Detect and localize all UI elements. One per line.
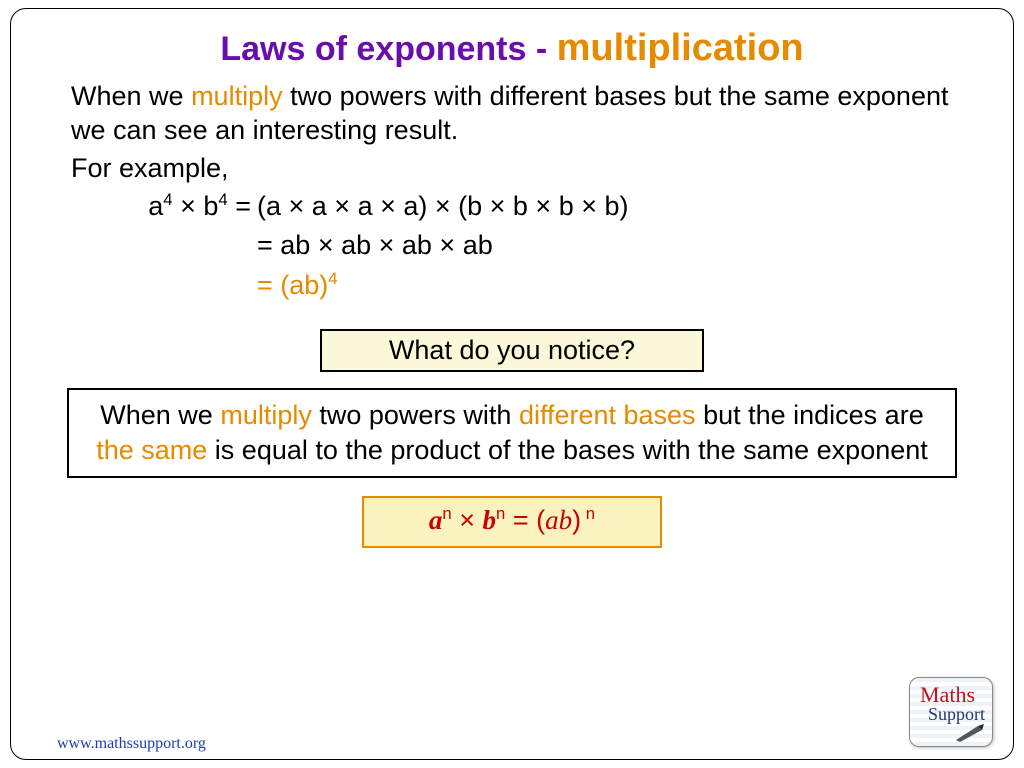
math-row-1: a4 × b4 = (a × a × a × a) × (b × b × b ×… [101, 187, 983, 226]
step2-text: ab × ab × ab × ab [280, 230, 492, 260]
rule-hl3: the same [96, 435, 207, 465]
exp-a: 4 [163, 190, 172, 209]
formula-times: × [452, 505, 483, 535]
question-box: What do you notice? [320, 329, 704, 372]
slide-title: Laws of exponents - multiplication [41, 27, 983, 70]
slide-frame: Laws of exponents - multiplication When … [10, 8, 1014, 760]
equals-2: = [257, 230, 280, 260]
intro-highlight: multiply [191, 81, 283, 111]
formula-a: a [429, 505, 443, 535]
rule-p3: but the indices are [696, 400, 924, 430]
example-label: For example, [71, 152, 953, 186]
footer-url: www.mathssupport.org [57, 735, 206, 753]
base-a: a [148, 191, 163, 221]
pen-icon [954, 722, 986, 742]
worked-example: a4 × b4 = (a × a × a × a) × (b × b × b ×… [101, 187, 983, 304]
question-text: What do you notice? [389, 335, 635, 365]
rule-p1: When we [100, 400, 220, 430]
formula-n3: n [581, 504, 595, 523]
title-sub: multiplication [557, 27, 804, 69]
formula-b: b [483, 505, 497, 535]
math-step2: = ab × ab × ab × ab [257, 226, 493, 265]
rule-box: When we multiply two powers with differe… [67, 388, 957, 478]
math-row-3: = (ab)4 [101, 266, 983, 305]
math-lhs: a4 × b4 = [101, 187, 257, 226]
exp-b: 4 [218, 190, 227, 209]
base-b: b [203, 191, 218, 221]
rule-hl2: different bases [519, 400, 696, 430]
rule-hl1: multiply [220, 400, 312, 430]
step3-base: (ab) [280, 270, 328, 300]
formula-n1: n [442, 504, 451, 523]
formula-box: an × bn = (ab) n [362, 496, 662, 548]
rule-p2: two powers with [312, 400, 519, 430]
math-row-2: = ab × ab × ab × ab [101, 226, 983, 265]
title-main: Laws of exponents - [220, 30, 547, 68]
formula-eq: = ( [505, 505, 545, 535]
formula-close: ) [572, 505, 581, 535]
logo-badge: Maths Support [909, 677, 993, 747]
intro-paragraph: When we multiply two powers with differe… [71, 80, 953, 148]
step3-exp: 4 [328, 269, 337, 288]
times-1: × [173, 191, 204, 221]
equals-3: = [257, 270, 280, 300]
equals-1: = [228, 191, 251, 221]
intro-pre: When we [71, 81, 191, 111]
formula-ab: ab [545, 505, 572, 535]
math-step3: = (ab)4 [257, 266, 338, 305]
formula-n2: n [496, 504, 505, 523]
math-step1: (a × a × a × a) × (b × b × b × b) [257, 187, 629, 226]
rule-p4: is equal to the product of the bases wit… [207, 435, 927, 465]
